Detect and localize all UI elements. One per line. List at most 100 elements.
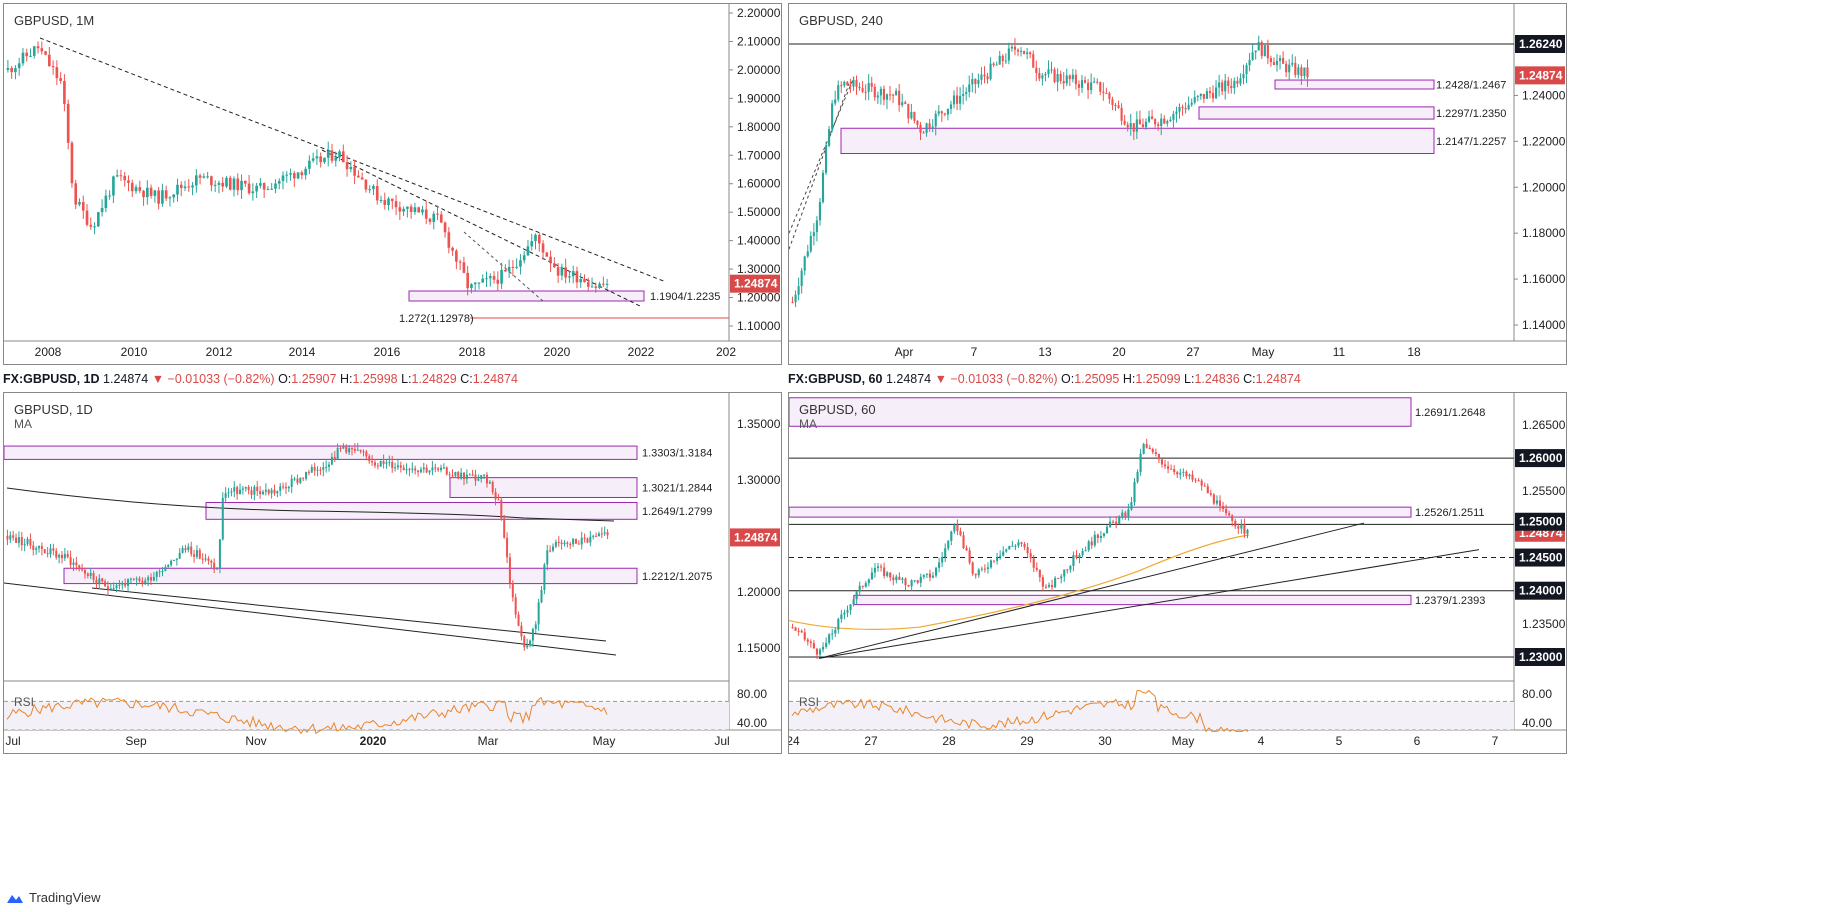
candle-body — [40, 546, 43, 550]
candle-body — [243, 180, 247, 184]
candle-body — [965, 92, 968, 94]
y-tick-label: 1.90000 — [737, 91, 781, 105]
candle-body — [1090, 541, 1093, 546]
y-tick-label: 2.20000 — [737, 6, 781, 20]
chart-h4[interactable]: 1.24000 1.22000 1.20000 1.18000 1.16000 1.140… — [788, 3, 1567, 365]
candle-body — [1303, 67, 1306, 77]
candle-body — [341, 151, 345, 163]
candle-body — [89, 224, 93, 227]
candle-body — [882, 88, 886, 100]
candle-body — [434, 467, 437, 469]
candle-body — [1300, 67, 1303, 77]
candle-body — [901, 102, 904, 106]
candle-body — [115, 175, 119, 177]
candle-body — [531, 628, 534, 641]
price-tag: 1.26240 — [1515, 35, 1565, 53]
chart-h1[interactable]: 1.26500 1.25500 1.23500 24 27 28 29 30 May 4 5 6 7 1.… — [788, 392, 1567, 754]
candle-body — [1148, 447, 1151, 449]
candle-body — [515, 266, 518, 268]
candle-body — [597, 533, 600, 537]
daily-plot[interactable]: 1.350001.300001.250001.200001.15000JulSe… — [4, 393, 782, 754]
supply-demand-zone — [1198, 106, 1435, 120]
candle-body — [270, 489, 273, 494]
candle-body — [1167, 466, 1170, 469]
candle-body — [1008, 545, 1011, 550]
candle-body — [1135, 119, 1138, 132]
candle-body — [1181, 106, 1184, 109]
candle-body — [86, 573, 89, 576]
monthly-plot[interactable]: 2.20000 2.10000 2.00000 1.90000 1.80000 1.700… — [4, 4, 782, 365]
candle-body — [240, 180, 243, 191]
candle-body — [1163, 118, 1166, 124]
candle-body — [255, 185, 258, 192]
trendline — [818, 549, 1480, 659]
candle-body — [1069, 566, 1072, 570]
candle-body — [1205, 91, 1208, 99]
candle-body — [1172, 113, 1175, 120]
tradingview-footer[interactable]: TradingView — [6, 890, 101, 905]
candle-body — [520, 625, 523, 637]
candle-body — [545, 252, 549, 257]
candle-body — [885, 94, 889, 100]
candle-body — [425, 467, 428, 473]
y-tick-label: 1.35000 — [737, 417, 781, 431]
x-tick-label: 13 — [1038, 345, 1052, 359]
y-tick-label: 1.24000 — [1522, 88, 1566, 102]
candle-body — [239, 489, 242, 495]
candle-body — [1188, 474, 1191, 477]
candle-body — [1038, 73, 1041, 79]
candle-body — [406, 206, 409, 209]
rsi-band — [789, 701, 1514, 730]
x-tick-label: Jul — [5, 734, 20, 748]
price-tag-bg — [1515, 648, 1565, 666]
candle-body — [17, 537, 20, 543]
candle-body — [357, 175, 360, 178]
candle-body — [938, 562, 941, 568]
candle-body — [1047, 585, 1051, 587]
candle-body — [17, 63, 21, 69]
candle-body — [383, 200, 387, 205]
price-tag: 1.24874 — [730, 528, 780, 547]
zone-label: 1.2212/1.2075 — [642, 571, 712, 583]
candle-body — [1026, 547, 1029, 554]
h1-plot[interactable]: 1.26500 1.25500 1.23500 24 27 28 29 30 May 4 5 6 7 1.… — [789, 393, 1567, 754]
candle-body — [408, 469, 411, 471]
candle-body — [523, 636, 526, 648]
candle-body — [901, 578, 904, 580]
candle-body — [511, 582, 514, 598]
candle-body — [526, 246, 530, 256]
candle-body — [803, 632, 806, 640]
candle-body — [218, 539, 221, 568]
candle-body — [465, 474, 468, 480]
candle-body — [368, 456, 371, 462]
y-tick-label: 1.14000 — [1522, 318, 1566, 332]
candle-body — [362, 451, 365, 453]
candle-body — [98, 578, 101, 583]
candle-body — [51, 66, 55, 68]
candle-body — [919, 124, 922, 133]
candle-body — [577, 543, 580, 545]
candle-body — [849, 604, 852, 611]
candle-body — [1029, 553, 1032, 559]
candle-body — [803, 256, 806, 271]
x-tick-label: 5 — [1336, 734, 1343, 748]
chart-daily[interactable]: 1.350001.300001.250001.200001.15000JulSe… — [3, 392, 782, 754]
candle-body — [436, 213, 439, 215]
candle-body — [1160, 459, 1164, 465]
candle-body — [519, 260, 522, 267]
candle-body — [855, 79, 858, 87]
candle-body — [1002, 551, 1005, 556]
price-tag-bg — [730, 528, 780, 547]
candle-body — [89, 572, 92, 576]
candle-body — [870, 82, 873, 87]
h4-plot[interactable]: 1.24000 1.22000 1.20000 1.18000 1.16000 1.140… — [789, 4, 1567, 365]
candle-body — [468, 474, 471, 476]
zone-label: 1.2649/1.2799 — [642, 506, 712, 518]
candle-body — [812, 643, 815, 649]
chart-monthly[interactable]: 2.20000 2.10000 2.00000 1.90000 1.80000 1.700… — [3, 3, 782, 365]
candle-body — [821, 172, 825, 203]
candle-body — [473, 282, 477, 285]
candle-body — [1288, 64, 1291, 73]
candle-body — [132, 578, 135, 580]
candle-body — [66, 553, 69, 558]
